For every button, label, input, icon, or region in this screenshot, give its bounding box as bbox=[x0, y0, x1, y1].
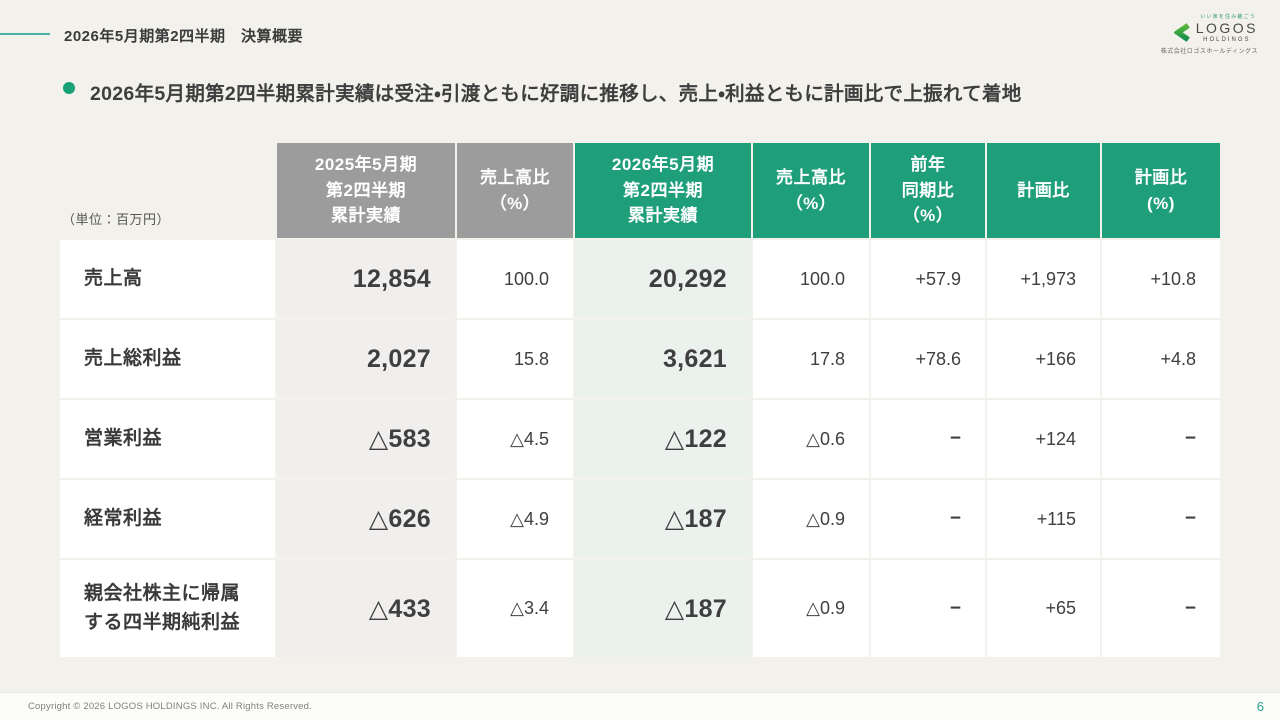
table-cell: − bbox=[1102, 560, 1220, 657]
table-cell: △0.6 bbox=[753, 400, 869, 478]
table-cell: 15.8 bbox=[457, 320, 573, 398]
table-cell: +1,973 bbox=[987, 240, 1100, 318]
table-cell: 2,027 bbox=[277, 320, 455, 398]
col-header-prev-sales-ratio: 売上高比 （%） bbox=[457, 143, 573, 238]
table-cell: 100.0 bbox=[753, 240, 869, 318]
unit-label: （単位：百万円） bbox=[62, 212, 171, 227]
col-header-vs-plan-pct: 計画比 (%) bbox=[1102, 143, 1220, 238]
table-cell: − bbox=[1102, 480, 1220, 558]
table-cell: +115 bbox=[987, 480, 1100, 558]
table-cell: +65 bbox=[987, 560, 1100, 657]
logo-company-name: 株式会社ロゴスホールディングス bbox=[1160, 49, 1258, 55]
row-label: 売上高 bbox=[60, 240, 275, 318]
table-cell: +10.8 bbox=[1102, 240, 1220, 318]
table-cell: △3.4 bbox=[457, 560, 573, 657]
table-cell: △0.9 bbox=[753, 560, 869, 657]
table-cell: 12,854 bbox=[277, 240, 455, 318]
row-label: 親会社株主に帰属 する四半期純利益 bbox=[60, 560, 275, 657]
copyright-text: Copyright © 2026 LOGOS HOLDINGS INC. All… bbox=[28, 701, 312, 712]
table-cell: △4.9 bbox=[457, 480, 573, 558]
col-header-prev-actual: 2025年5月期 第2四半期 累計実績 bbox=[277, 143, 455, 238]
logo-tagline: いい家を住み継ごう bbox=[1200, 14, 1256, 20]
company-logo: いい家を住み継ごう LOGOS HOLDINGS 株式会社ロゴスホールディングス bbox=[1161, 13, 1258, 55]
table-cell: 100.0 bbox=[457, 240, 573, 318]
row-label: 営業利益 bbox=[60, 400, 275, 478]
table-cell: +78.6 bbox=[871, 320, 985, 398]
slide-title: 2026年5月期第2四半期 決算概要 bbox=[64, 28, 304, 45]
table-cell: △626 bbox=[277, 480, 455, 558]
financial-summary-table: （単位：百万円） 2025年5月期 第2四半期 累計実績 売上高比 （%） 20… bbox=[60, 143, 1220, 657]
table-cell: − bbox=[871, 560, 985, 657]
table-cell: △433 bbox=[277, 560, 455, 657]
accent-line bbox=[0, 33, 50, 35]
row-label: 売上総利益 bbox=[60, 320, 275, 398]
table-cell: +124 bbox=[987, 400, 1100, 478]
logo-subname: HOLDINGS bbox=[1203, 37, 1251, 43]
table-cell: 17.8 bbox=[753, 320, 869, 398]
table-cell: 3,621 bbox=[575, 320, 751, 398]
col-header-cur-actual: 2026年5月期 第2四半期 累計実績 bbox=[575, 143, 751, 238]
footer-bar: Copyright © 2026 LOGOS HOLDINGS INC. All… bbox=[0, 692, 1280, 720]
table-cell: − bbox=[871, 480, 985, 558]
col-header-vs-plan: 計画比 bbox=[987, 143, 1100, 238]
table-cell: △187 bbox=[575, 480, 751, 558]
chevron-left-icon bbox=[1173, 22, 1190, 42]
table-cell: △583 bbox=[277, 400, 455, 478]
table-cell: +4.8 bbox=[1102, 320, 1220, 398]
table-cell: △187 bbox=[575, 560, 751, 657]
table-cell: +166 bbox=[987, 320, 1100, 398]
table-cell: △4.5 bbox=[457, 400, 573, 478]
headline: 2026年5月期第2四半期累計実績は受注・引渡ともに好調に推移し、売上・利益とも… bbox=[90, 83, 1022, 105]
table-cell: 20,292 bbox=[575, 240, 751, 318]
bullet-icon bbox=[63, 82, 75, 94]
col-header-cur-sales-ratio: 売上高比 （%） bbox=[753, 143, 869, 238]
logo-name: LOGOS bbox=[1195, 20, 1258, 36]
table-cell: +57.9 bbox=[871, 240, 985, 318]
table-cell: − bbox=[1102, 400, 1220, 478]
table-cell: − bbox=[871, 400, 985, 478]
table-cell: △122 bbox=[575, 400, 751, 478]
row-label: 経常利益 bbox=[60, 480, 275, 558]
page-number: 6 bbox=[1256, 699, 1264, 714]
table-cell: △0.9 bbox=[753, 480, 869, 558]
col-header-yoy: 前年 同期比 （%） bbox=[871, 143, 985, 238]
